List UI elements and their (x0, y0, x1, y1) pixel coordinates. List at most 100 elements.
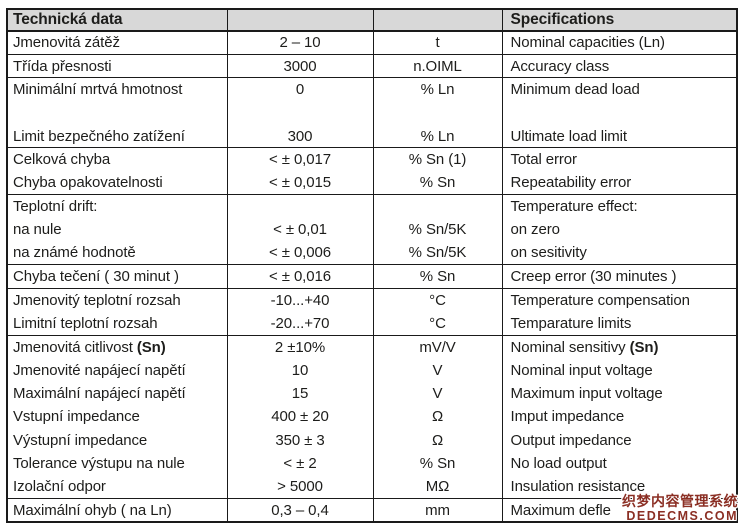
cell-value: 3000 (226, 53, 373, 78)
value-text: < ± 2 (283, 455, 317, 473)
czech-label-text: na nule (13, 221, 62, 239)
unit-text: % Sn (419, 174, 456, 192)
watermark: 织梦内容管理系统 DEDECMS.COM (622, 494, 738, 523)
cell-english-label: Nominal sensitivy (Sn) (501, 334, 737, 359)
spec-table-body: Jmenovitá zátěž 2 – 10 t Nominal capacit… (7, 31, 737, 523)
unit-text: °C (429, 291, 446, 309)
cell-unit: MΩ (372, 475, 502, 499)
cell-czech-label: Teplotní drift: (7, 194, 227, 219)
cell-unit: % Sn/5K (372, 241, 502, 265)
value-text: 0 (295, 81, 305, 99)
table-row: Celková chyba < ± 0,017 % Sn (1) Total e… (7, 147, 737, 172)
cell-value: 15 (226, 381, 373, 406)
table-row: Limit bezpečného zatížení 300 % Ln Ultim… (7, 124, 737, 148)
czech-label-text: Chyba opakovatelnosti (13, 174, 163, 192)
cell-unit: n.OIML (372, 53, 502, 78)
czech-label-text: Jmenovitý teplotní rozsah (13, 291, 181, 309)
cell-value: < ± 2 (226, 452, 373, 476)
czech-label-text: Celková chyba (13, 151, 111, 169)
value-text: < ± 0,017 (269, 151, 331, 169)
english-label-text: Minimum dead load (510, 81, 640, 99)
cell-value: > 5000 (226, 475, 373, 499)
cell-unit: Ω (372, 405, 502, 429)
table-row: Jmenovitý teplotní rozsah -10...+40 °C T… (7, 287, 737, 312)
cell-value: 0 (226, 77, 373, 102)
cell-english-label: Minimum dead load (501, 77, 737, 102)
table-row: Teplotní drift: Temperature effect: (7, 194, 737, 219)
cell-english-label: Insulation resistance (501, 475, 737, 499)
czech-label-text: Minimální mrtvá hmotnost (13, 81, 183, 99)
cell-unit (372, 101, 502, 125)
unit-text: % Sn (419, 455, 456, 473)
english-label-text: Temperature effect: (510, 198, 638, 216)
value-text: 2 – 10 (279, 34, 321, 52)
value-text: 400 ± 20 (271, 408, 329, 426)
cell-english-label: Maximum input voltage (501, 381, 737, 406)
unit-text: Ω (431, 431, 444, 449)
cell-czech-label: Jmenovité napájecí napětí (7, 358, 227, 381)
value-text: 350 ± 3 (275, 431, 325, 449)
czech-label-text: Výstupní impedance (13, 431, 148, 449)
cell-unit: °C (372, 311, 502, 336)
cell-english-label: Nominal input voltage (501, 358, 737, 382)
cell-english-label: Temperature effect: (501, 194, 737, 219)
czech-label-text: Tolerance výstupu na nule (13, 455, 185, 473)
czech-label-text: Maximální ohyb ( na Ln) (13, 501, 172, 519)
header-value-column (226, 9, 373, 32)
cell-value: < ± 0,01 (226, 218, 373, 242)
cell-unit: % Sn (1) (372, 147, 502, 172)
english-label-text: Nominal input voltage (510, 361, 653, 379)
czech-label-text: Izolační odpor (13, 478, 106, 496)
cell-value (226, 101, 373, 125)
table-row: Výstupní impedance 350 ± 3 Ω Output impe… (7, 428, 737, 453)
value-text: -10...+40 (270, 291, 330, 309)
czech-label-bold-suffix: (Sn) (136, 338, 166, 356)
cell-value: 300 (226, 124, 373, 148)
unit-text: % Ln (420, 127, 455, 145)
cell-czech-label: Limit bezpečného zatížení (7, 125, 227, 148)
cell-english-label: Maximum defle (501, 498, 737, 523)
cell-czech-label: Celková chyba (7, 147, 227, 172)
cell-czech-label (7, 101, 227, 124)
value-text: 2 ±10% (274, 338, 326, 356)
cell-unit: V (372, 381, 502, 406)
cell-unit: % Sn (372, 171, 502, 195)
unit-text: MΩ (425, 478, 450, 496)
czech-label-text: na známé hodnotě (13, 244, 136, 262)
cell-unit: V (372, 358, 502, 382)
english-label-text: Nominal capacities (Ln) (510, 34, 666, 52)
value-text: -20...+70 (270, 314, 330, 332)
value-text: 0,3 – 0,4 (271, 501, 329, 519)
english-label-text: Maximum defle (510, 501, 612, 519)
cell-value (226, 194, 373, 219)
cell-czech-label: Třída přesnosti (7, 53, 227, 78)
value-text: 3000 (283, 57, 317, 75)
cell-czech-label: Izolační odpor (7, 475, 227, 498)
table-row: Maximální ohyb ( na Ln) 0,3 – 0,4 mm Max… (7, 498, 737, 523)
table-row: na nule < ± 0,01 % Sn/5K on zero (7, 218, 737, 242)
cell-value: 400 ± 20 (226, 405, 373, 429)
cell-value: 2 ±10% (226, 334, 373, 359)
english-label-text: No load output (510, 455, 607, 473)
header-technical-data: Technická data (7, 9, 227, 32)
unit-text: % Ln (420, 81, 455, 99)
czech-label-text: Jmenovitá zátěž (13, 34, 120, 52)
table-row: Tolerance výstupu na nule < ± 2 % Sn No … (7, 452, 737, 476)
cell-czech-label: Vstupní impedance (7, 405, 227, 428)
unit-text: mm (425, 501, 450, 519)
czech-label-text: Jmenovité napájecí napětí (13, 361, 186, 379)
unit-text: % Sn/5K (408, 221, 467, 239)
english-label-text: Maximum input voltage (510, 385, 663, 403)
cell-english-label (501, 101, 737, 125)
cell-czech-label: Jmenovitá citlivost (Sn) (7, 334, 227, 359)
czech-label-text: Teplotní drift: (13, 198, 98, 216)
table-header-row: Technická data Specifications (7, 9, 737, 32)
english-label-text: Creep error (30 minutes ) (510, 268, 677, 286)
table-row: Jmenovitá zátěž 2 – 10 t Nominal capacit… (7, 31, 737, 55)
cell-unit: % Sn/5K (372, 218, 502, 242)
cell-unit: % Sn (372, 264, 502, 289)
cell-value: < ± 0,015 (226, 171, 373, 195)
english-label-text: Insulation resistance (510, 478, 646, 496)
cell-czech-label: Limitní teplotní rozsah (7, 312, 227, 335)
